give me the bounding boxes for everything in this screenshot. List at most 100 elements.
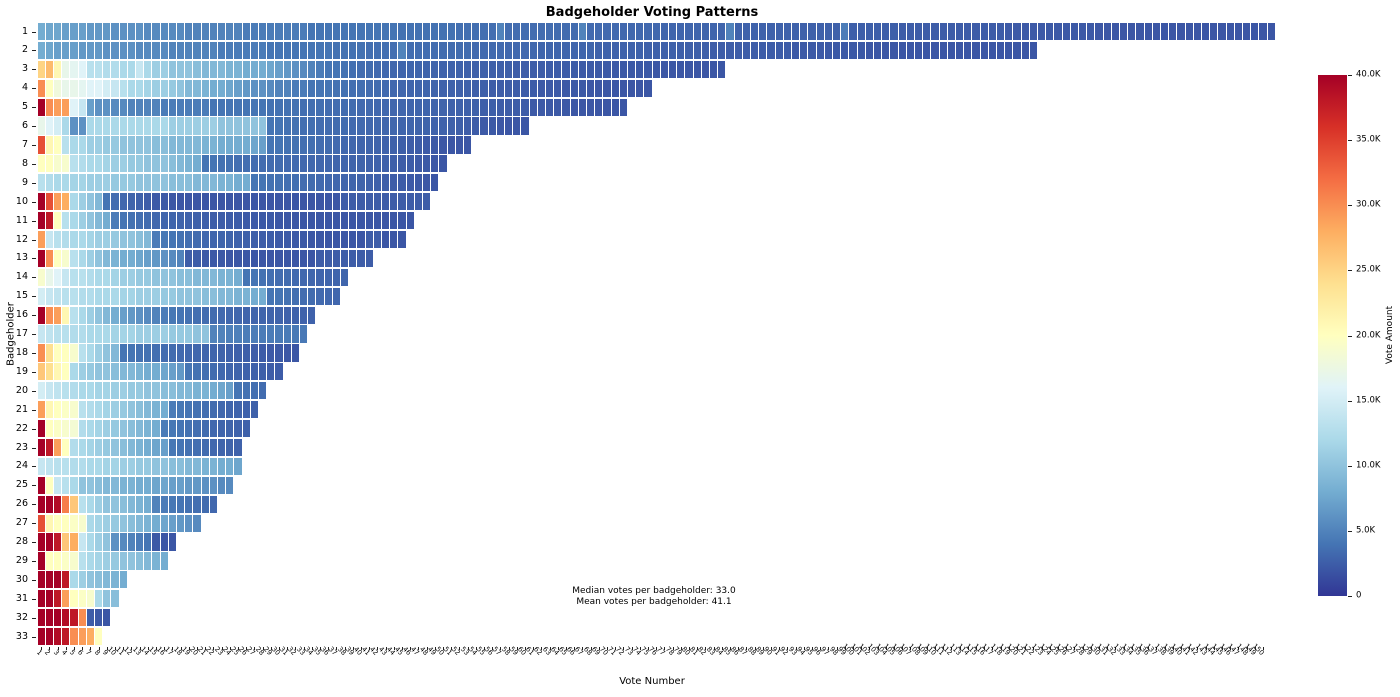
x-tick-label: 5: [67, 648, 77, 657]
heatmap-cell: [217, 419, 226, 438]
heatmap-cell: [390, 117, 398, 135]
heatmap-cell: [767, 41, 775, 59]
heatmap-cell: [62, 533, 70, 551]
heatmap-cell: [78, 230, 86, 249]
heatmap-cell: [176, 382, 185, 400]
heatmap-cell: [1070, 22, 1078, 41]
heatmap-cell: [209, 382, 217, 400]
heatmap-cell: [316, 41, 324, 59]
heatmap-cell: [972, 41, 980, 59]
x-tick-mark: [861, 647, 863, 650]
heatmap-cell: [78, 98, 86, 116]
y-tick-label: 26: [15, 498, 28, 510]
heatmap-cell: [521, 60, 529, 78]
x-tick-mark: [410, 647, 412, 650]
heatmap-cell: [193, 98, 201, 116]
y-tick-mark: [32, 542, 36, 543]
x-tick-mark: [762, 647, 764, 650]
heatmap-cell: [882, 41, 890, 59]
heatmap-cell: [135, 155, 144, 173]
heatmap-cell: [513, 22, 521, 41]
heatmap-cell: [78, 325, 86, 343]
heatmap-cell: [398, 174, 406, 192]
heatmap-cell: [1136, 22, 1144, 41]
heatmap-cell: [242, 22, 250, 41]
heatmap-cell: [291, 230, 299, 249]
heatmap-cell: [103, 571, 111, 589]
heatmap-cell: [316, 211, 324, 230]
heatmap-cell: [299, 306, 308, 324]
heatmap-cell: [291, 174, 299, 192]
heatmap-cell: [209, 230, 217, 249]
heatmap-cell: [504, 22, 513, 41]
x-tick-mark: [918, 647, 920, 650]
heatmap-cell: [135, 533, 144, 551]
y-tick-label: 32: [15, 611, 28, 623]
heatmap-cell: [340, 41, 349, 59]
x-tick-mark: [1156, 647, 1158, 650]
heatmap-cell: [185, 174, 193, 192]
heatmap-cell: [980, 22, 988, 41]
heatmap-cell: [37, 571, 45, 589]
heatmap-cell: [193, 60, 201, 78]
heatmap-cell: [488, 60, 496, 78]
heatmap-cell: [406, 41, 414, 59]
heatmap-cell: [217, 344, 226, 362]
heatmap-cell: [316, 193, 324, 211]
heatmap-cell: [570, 79, 578, 97]
x-tick-mark: [672, 647, 674, 650]
heatmap-cell: [37, 401, 45, 419]
x-tick-mark: [902, 647, 904, 650]
heatmap-cell: [1259, 22, 1267, 41]
heatmap-cell: [70, 325, 78, 343]
x-tick-mark: [418, 647, 420, 650]
heatmap-cell: [103, 325, 111, 343]
x-tick-label: 8: [92, 648, 102, 657]
heatmap-cell: [414, 174, 422, 192]
x-tick-mark: [1025, 647, 1027, 650]
heatmap-cell: [62, 401, 70, 419]
x-tick-mark: [943, 647, 945, 650]
heatmap-cell: [1201, 22, 1210, 41]
heatmap-cell: [562, 41, 570, 59]
heatmap-cell: [242, 98, 250, 116]
x-tick-mark: [229, 647, 231, 650]
heatmap-cell: [111, 60, 119, 78]
heatmap-cell: [267, 306, 275, 324]
heatmap-cell: [472, 41, 480, 59]
heatmap-cell: [226, 438, 234, 457]
heatmap-cell: [422, 22, 431, 41]
x-tick-mark: [787, 647, 789, 650]
heatmap-cell: [431, 98, 439, 116]
heatmap-cell: [349, 22, 357, 41]
heatmap-cell: [677, 22, 685, 41]
heatmap-cell: [275, 193, 283, 211]
heatmap-cell: [718, 41, 726, 59]
heatmap-cell: [37, 514, 45, 532]
heatmap-cell: [373, 41, 381, 59]
heatmap-cell: [185, 211, 193, 230]
heatmap-cell: [291, 41, 299, 59]
heatmap-cell: [37, 552, 45, 570]
heatmap-cell: [103, 41, 111, 59]
heatmap-cell: [176, 98, 185, 116]
heatmap-cell: [37, 627, 45, 646]
x-tick-mark: [1057, 647, 1059, 650]
heatmap-cell: [250, 41, 258, 59]
heatmap-cell: [86, 41, 94, 59]
heatmap-cell: [78, 476, 86, 494]
heatmap-cell: [299, 211, 308, 230]
x-tick-mark: [1164, 647, 1166, 650]
x-tick-mark: [533, 647, 535, 650]
x-tick-mark: [246, 647, 248, 650]
heatmap-cell: [160, 325, 168, 343]
heatmap-cell: [127, 419, 135, 438]
heatmap-cell: [955, 22, 964, 41]
heatmap-cell: [1144, 22, 1152, 41]
heatmap-cell: [742, 41, 750, 59]
x-tick-mark: [205, 647, 207, 650]
heatmap-cell: [349, 230, 357, 249]
heatmap-cell: [193, 401, 201, 419]
heatmap-cell: [947, 41, 955, 59]
heatmap-cell: [168, 22, 176, 41]
